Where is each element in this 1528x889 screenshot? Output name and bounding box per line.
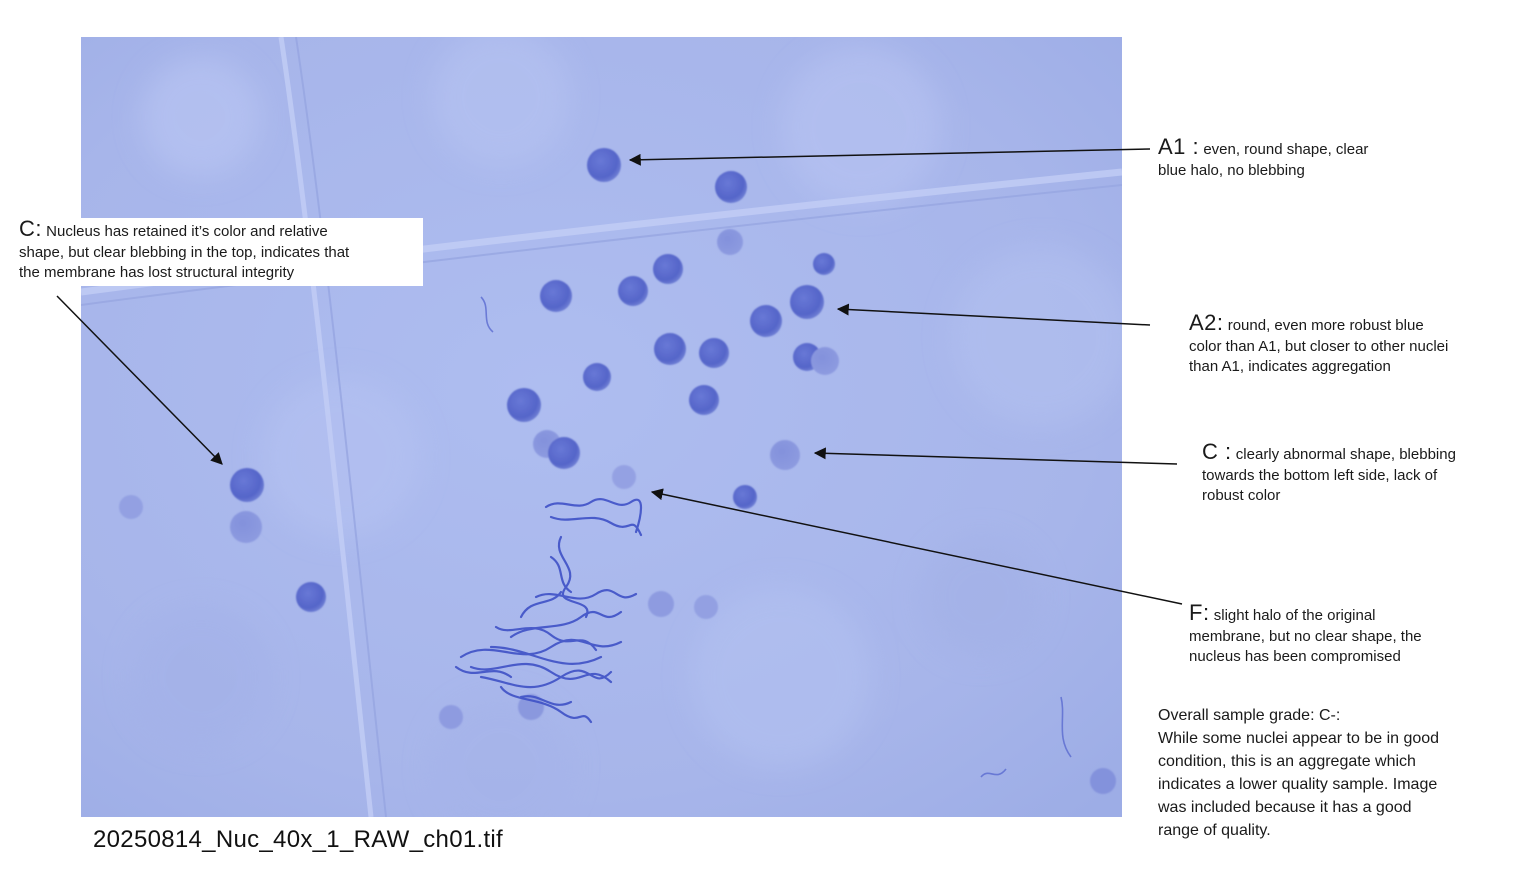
grade-label: C :	[1202, 439, 1232, 464]
nucleus	[1090, 768, 1116, 794]
nucleus	[653, 254, 683, 284]
nucleus-f	[612, 465, 636, 489]
nucleus	[717, 229, 743, 255]
annotation-text: slight halo of the original	[1213, 607, 1376, 624]
nucleus	[518, 694, 544, 720]
annotation-text: membrane, but no clear shape, the	[1189, 627, 1422, 645]
nucleus	[507, 388, 541, 422]
nucleus	[694, 595, 718, 619]
summary-line: condition, this is an aggregate which	[1158, 753, 1416, 771]
nucleus	[296, 582, 326, 612]
annotation-text: robust color	[1202, 487, 1281, 505]
annotation-text: blue halo, no blebbing	[1158, 161, 1305, 179]
nucleus	[540, 280, 572, 312]
annotation-text: clearly abnormal shape, blebbing	[1235, 446, 1456, 463]
nucleus	[618, 276, 648, 306]
summary-title: Overall sample grade: C-:	[1158, 707, 1341, 724]
annotation-f: F: slight halo of the original membrane,…	[1189, 602, 1509, 668]
nucleus	[689, 385, 719, 415]
debris-aggregate	[454, 498, 643, 724]
annotation-text: the membrane has lost structural integri…	[19, 264, 295, 282]
nucleus-a2	[790, 285, 824, 319]
nucleus-a1	[587, 148, 621, 182]
grade-label: C:	[19, 216, 42, 241]
nucleus	[750, 305, 782, 337]
summary-line: indicates a lower quality sample. Image	[1158, 776, 1438, 794]
annotation-text: towards the bottom left side, lack of	[1202, 466, 1438, 484]
annotation-text: shape, but clear blebbing in the top, in…	[19, 243, 350, 261]
annotation-c-left: C: Nucleus has retained it’s color and r…	[19, 216, 423, 287]
background-texture	[131, 37, 1122, 817]
nucleus	[548, 437, 580, 469]
annotation-text: Nucleus has retained it’s color and rela…	[46, 223, 328, 240]
annotation-a1: A1 : even, round shape, clear blue halo,…	[1158, 136, 1448, 181]
annotation-text: round, even more robust blue	[1227, 317, 1424, 334]
nucleus	[119, 495, 143, 519]
nucleus-c-left	[230, 468, 264, 502]
micrograph-image	[81, 37, 1122, 817]
summary-line: While some nuclei appear to be in good	[1158, 730, 1440, 748]
nucleus	[699, 338, 729, 368]
nucleus	[654, 333, 686, 365]
nucleus	[648, 591, 674, 617]
nucleus	[813, 253, 835, 275]
grade-label: F:	[1189, 600, 1210, 625]
image-filename: 20250814_Nuc_40x_1_RAW_ch01.tif	[93, 826, 504, 853]
nucleus	[439, 705, 463, 729]
annotation-text: even, round shape, clear	[1203, 141, 1369, 158]
annotation-c-right: C : clearly abnormal shape, blebbing tow…	[1202, 441, 1520, 507]
annotation-text: nucleus has been compromised	[1189, 648, 1401, 666]
grade-label: A1 :	[1158, 134, 1200, 159]
nucleus	[811, 347, 839, 375]
summary-line: was included because it has a good	[1158, 799, 1412, 817]
grade-label: A2:	[1189, 310, 1224, 335]
nucleus	[583, 363, 611, 391]
overall-summary: Overall sample grade: C-: While some nuc…	[1158, 704, 1518, 842]
nucleus-c-right	[770, 440, 800, 470]
nuclei	[119, 148, 1116, 794]
small-debris	[480, 296, 1072, 778]
summary-line: range of quality.	[1158, 822, 1271, 840]
annotation-a2: A2: round, even more robust blue color t…	[1189, 312, 1519, 378]
nucleus	[715, 171, 747, 203]
annotation-text: than A1, indicates aggregation	[1189, 358, 1391, 376]
annotation-text: color than A1, but closer to other nucle…	[1189, 337, 1449, 355]
nucleus	[733, 485, 757, 509]
nucleus	[230, 511, 262, 543]
